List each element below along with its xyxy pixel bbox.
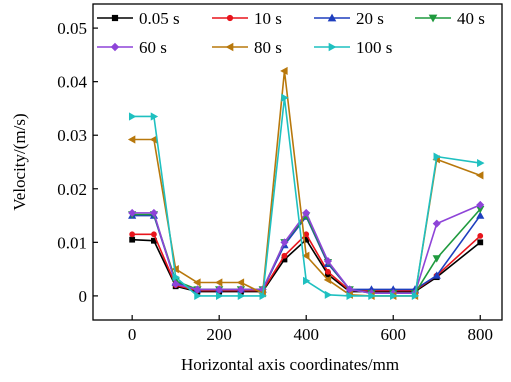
data-point-triangle-right <box>368 291 376 301</box>
legend: 0.05 s 10 s 20 s 40 s 60 s 80 s 100 s <box>97 9 485 57</box>
series-line <box>132 233 481 292</box>
data-point-triangle-right <box>411 291 420 301</box>
data-point-triangle-left <box>214 278 223 287</box>
data-point-triangle-left <box>127 135 136 144</box>
y-axis-title: Velocity/(m/s) <box>10 113 29 210</box>
legend-item: 10 s <box>212 9 282 28</box>
plot-frame <box>92 3 503 321</box>
data-point-triangle-down <box>428 14 438 23</box>
data-point-square <box>129 236 136 243</box>
legend-label: 10 s <box>254 9 282 28</box>
series-line <box>132 70 481 297</box>
legend-item: 20 s <box>314 9 384 28</box>
legend-label: 0.05 s <box>139 9 180 28</box>
data-point-diamond <box>193 285 202 294</box>
x-tick-label: 0 <box>128 325 137 344</box>
legend-item: 100 s <box>314 38 392 57</box>
legend-item: 80 s <box>212 38 282 57</box>
data-point-diamond <box>323 257 332 266</box>
data-point-triangle-right <box>237 291 246 301</box>
legend-label: 60 s <box>139 38 167 57</box>
series-line <box>132 238 481 293</box>
data-point-triangle-right <box>433 152 441 161</box>
data-point-triangle-left <box>323 275 332 284</box>
data-point-circle <box>129 231 136 238</box>
series-100-s <box>128 93 485 301</box>
legend-item: 40 s <box>415 9 485 28</box>
data-point-triangle-right <box>328 42 337 52</box>
legend-item: 0.05 s <box>97 9 180 28</box>
series-80-s <box>127 66 484 301</box>
y-tick-label: 0.01 <box>57 233 87 252</box>
y-tick-label: 0.04 <box>57 73 87 92</box>
data-point-diamond <box>171 280 180 289</box>
data-point-square <box>111 14 119 22</box>
y-tick-label: 0.05 <box>57 19 87 38</box>
data-point-triangle-left <box>301 251 310 260</box>
x-tick-label: 600 <box>380 325 406 344</box>
legend-item: 60 s <box>97 38 167 57</box>
data-point-triangle-right <box>324 290 333 299</box>
data-point-triangle-right <box>172 273 180 282</box>
data-point-triangle-up <box>476 211 485 219</box>
ticks-layer: 0 200 400 600 800 0 0.01 0.02 0.03 0.04 0.05 <box>57 19 493 344</box>
x-axis-title: Horizontal axis coordinates/mm <box>181 355 399 374</box>
x-tick-label: 800 <box>467 325 493 344</box>
legend-label: 20 s <box>356 9 384 28</box>
data-point-diamond <box>149 208 158 217</box>
data-point-circle <box>151 231 157 238</box>
data-point-diamond <box>432 219 441 228</box>
data-point-diamond <box>236 285 245 294</box>
data-point-triangle-right <box>390 291 398 301</box>
data-point-triangle-right <box>346 291 354 301</box>
data-point-diamond <box>110 42 120 52</box>
data-point-triangle-right <box>128 112 137 121</box>
y-tick-label: 0.02 <box>57 180 87 199</box>
data-point-circle <box>281 252 288 259</box>
data-point-triangle-right <box>194 291 202 301</box>
data-point-triangle-left <box>280 66 288 76</box>
data-point-triangle-right <box>150 112 159 121</box>
data-point-triangle-left <box>236 278 245 287</box>
data-point-triangle-right <box>259 291 267 301</box>
legend-label: 40 s <box>457 9 485 28</box>
x-tick-label: 200 <box>206 325 232 344</box>
data-point-triangle-left <box>193 278 201 287</box>
data-point-circle <box>325 268 331 275</box>
legend-label: 100 s <box>356 38 392 57</box>
data-point-diamond <box>215 285 224 294</box>
x-tick-label: 400 <box>293 325 319 344</box>
y-tick-label: 0.03 <box>57 126 87 145</box>
data-point-triangle-right <box>281 93 289 102</box>
data-point-triangle-up <box>327 13 337 22</box>
data-point-triangle-right <box>216 291 224 301</box>
data-point-triangle-left <box>225 42 234 52</box>
series-line <box>132 96 481 297</box>
data-point-square <box>477 239 484 246</box>
data-point-circle <box>226 14 234 22</box>
legend-label: 80 s <box>254 38 282 57</box>
data-point-triangle-up <box>432 271 441 279</box>
data-point-circle <box>477 233 484 239</box>
data-point-triangle-left <box>476 171 484 180</box>
data-point-triangle-right <box>477 158 485 168</box>
data-point-diamond <box>128 208 137 217</box>
data-point-triangle-down <box>432 255 441 263</box>
data-point-diamond <box>302 208 311 217</box>
y-tick-label: 0 <box>79 287 88 306</box>
data-point-triangle-right <box>303 276 311 286</box>
data-point-diamond <box>476 200 485 209</box>
data-point-diamond <box>280 238 289 247</box>
series-layer <box>127 66 485 301</box>
